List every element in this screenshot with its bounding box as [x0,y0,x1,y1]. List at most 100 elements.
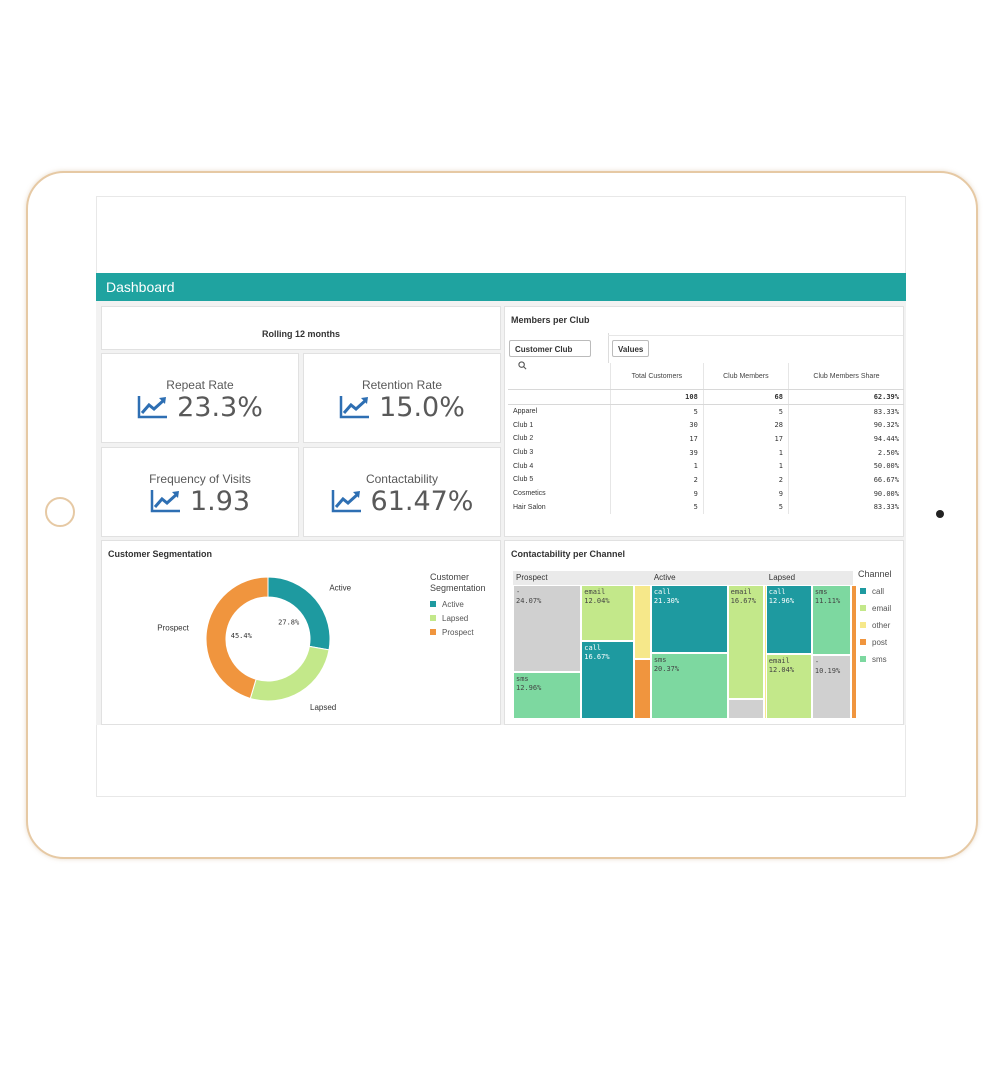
treemap-cell-value: 12.04% [584,597,610,605]
app-header: Dashboard [96,273,906,301]
kpi-value-row: 15.0% [304,392,500,423]
treemap-cell-name: email [730,588,752,596]
treemap-cell-other[interactable] [634,585,651,660]
table-row[interactable]: Apparel 5 5 83.33% [508,404,904,419]
total-customers-total: 108 [610,389,704,405]
trend-up-icon [339,396,370,419]
kpi-value: 23.3% [177,392,263,423]
donut-value-label: 27.8% [278,619,300,627]
treemap-cell-name: email [768,657,790,666]
treemap-cell-post[interactable] [851,585,858,719]
kpi-value-row: 23.3% [102,392,298,423]
legend-swatch [860,639,866,645]
club-members-cell: 5 [702,500,789,515]
members-per-club-panel: Members per Club Customer Club Values To… [504,306,904,537]
legend-swatch [860,588,866,594]
treemap-cell-unknown[interactable]: -10.19% [811,654,852,719]
table-row[interactable]: Club 4 1 1 50.00% [508,459,904,474]
donut-slice-active[interactable] [267,576,331,651]
legend-item-other[interactable]: other [860,621,890,630]
legend-item-call[interactable]: call [860,587,884,596]
treemap-cell-value: 10.19% [814,666,841,675]
treemap-cell-sms[interactable]: sms 12.96% [513,672,582,719]
treemap-cell-value: 12.96% [516,684,542,693]
legend-label: Lapsed [442,614,469,623]
donut-category-label: Active [329,584,351,593]
treemap-cell-value: 20.37% [653,665,680,674]
kpi-title: Retention Rate [361,378,443,392]
club-members-cell: 5 [702,404,789,419]
values-button[interactable]: Values [612,340,650,357]
dimension-column-header [508,363,611,390]
treemap-cell-email[interactable]: email 12.04% [581,585,635,642]
total-customers-cell: 17 [610,432,704,446]
legend-item-active[interactable]: Active [430,600,464,609]
kpi-value-row: 1.93 [102,486,298,517]
donut-slice-prospect[interactable] [205,576,269,700]
legend-item-email[interactable]: email [860,604,891,613]
kpi-contactability[interactable]: Contactability 61.47% [303,447,501,537]
contactability-channel-panel: Contactability per Channel Prospect -24.0… [504,540,904,725]
treemap-cell-post[interactable] [634,659,651,719]
table-row[interactable]: Club 2 17 17 94.44% [508,432,904,446]
treemap-cell-name: call [584,644,602,653]
legend-label: post [872,638,888,647]
table-row[interactable]: Club 3 39 1 2.50% [508,445,904,460]
legend-title: Customer Segmentation [430,572,486,594]
total-customers-cell: 5 [610,404,704,419]
legend-swatch [430,629,436,635]
legend-label: call [872,587,885,596]
treemap-cell-call[interactable]: call 16.67% [581,641,635,719]
channel-treemap-chart[interactable]: Prospect -24.07% sms 12.96% email 12.04% call 1… [505,541,905,726]
dimension-search-button[interactable]: Customer Club [509,340,591,370]
treemap-cell-email[interactable]: email 16.67% [727,585,764,699]
club-members-cell: 28 [702,418,789,433]
treemap-cell-value: 21.30% [653,597,680,605]
club-share-cell: 83.33% [787,404,904,419]
kpi-retention-rate[interactable]: Retention Rate 15.0% [303,353,501,443]
treemap-cell-sms[interactable]: sms 20.37% [650,653,728,719]
treemap-cell-unknown[interactable] [727,698,764,719]
kpi-frequency[interactable]: Frequency of Visits 1.93 [101,447,299,537]
period-label: Rolling 12 months [261,329,340,339]
kpi-title: Repeat Rate [166,378,234,392]
treemap-cell-call[interactable]: call 21.30% [650,585,728,654]
treemap-cell-email[interactable]: email 12.04% [765,654,812,719]
treemap-cell-name: email [584,588,606,596]
tablet-home-button[interactable] [45,497,75,527]
column-header[interactable]: Total Customers [610,363,704,390]
legend-item-sms[interactable]: sms [860,655,887,664]
treemap-cell-call[interactable]: call 12.96% [765,585,812,655]
period-panel: Rolling 12 months [101,306,501,350]
kpi-repeat-rate[interactable]: Repeat Rate 23.3% [101,353,299,443]
total-customers-cell: 2 [610,473,704,487]
treemap-cell-name: sms [516,675,529,684]
dimension-label: Customer Club [515,345,573,354]
donut-slice-lapsed[interactable] [249,645,330,702]
legend-item-prospect[interactable]: Prospect [430,628,474,637]
total-customers-cell: 5 [610,500,704,515]
members-table: Total Customers Club Members Club Member… [508,363,904,515]
segmentation-donut-chart[interactable]: Active 27.8% Lapsed Prospect 45.4% [102,541,502,726]
table-row[interactable]: Club 5 2 2 66.67% [508,473,904,487]
table-row[interactable]: Cosmetics 9 9 90.00% [508,486,904,501]
treemap-cell-unknown[interactable]: -24.07% [513,585,582,673]
club-members-cell: 2 [702,473,789,487]
page-title: Dashboard [106,279,175,295]
legend-swatch [860,605,866,611]
total-customers-cell: 30 [610,418,704,433]
treemap-cell-sms[interactable]: sms 11.11% [811,585,852,655]
column-header[interactable]: Club Members [702,363,789,390]
total-customers-cell: 9 [610,486,704,501]
treemap-group-header: Lapsed [765,571,853,585]
legend-item-lapsed[interactable]: Lapsed [430,614,468,623]
panel-title: Members per Club [511,315,590,325]
row-label: Club 5 [513,476,534,484]
legend-swatch [860,656,866,662]
legend-item-post[interactable]: post [860,638,887,647]
customer-segmentation-panel: Customer Segmentation Active 27.8% Lapsed P… [101,540,501,725]
column-header[interactable]: Club Members Share [787,363,904,390]
club-members-total: 68 [702,389,789,405]
table-row[interactable]: Club 1 30 28 90.32% [508,418,904,433]
table-row[interactable]: Hair Salon 5 5 83.33% [508,500,904,515]
